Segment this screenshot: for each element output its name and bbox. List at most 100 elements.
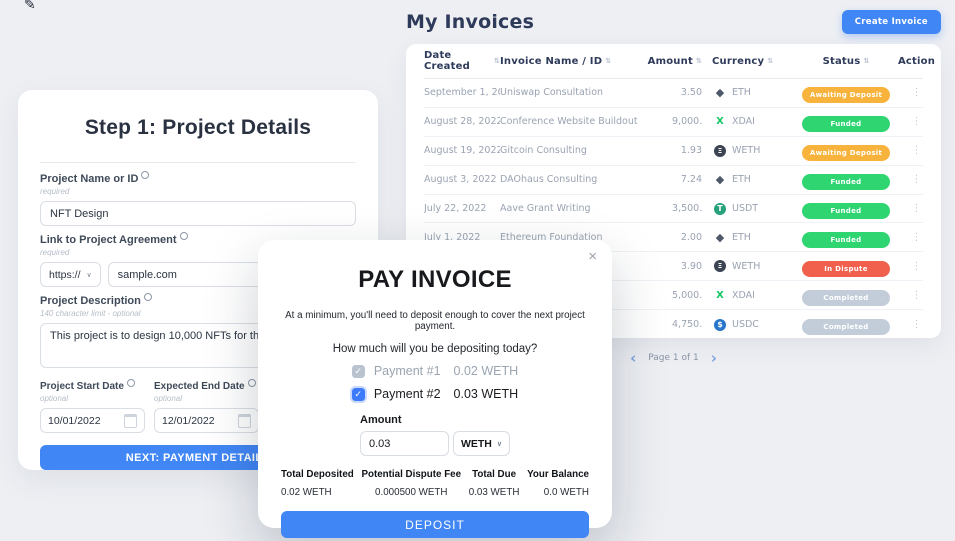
total-due-value: 0.03 WETH (468, 487, 520, 498)
column-header-status[interactable]: Status ⇅ (822, 55, 870, 67)
currency-label: ETH (732, 174, 751, 186)
currency-icon (714, 318, 726, 331)
info-icon (126, 379, 135, 387)
start-date-input[interactable]: 10/01/2022 (40, 408, 145, 433)
invoice-amount: 5,000.00 (672, 289, 702, 301)
column-header-currency[interactable]: Currency ⇅ (712, 55, 774, 67)
invoice-name: Uniswap Consultation (500, 87, 604, 99)
amount-label: Amount (360, 414, 402, 426)
currency-icon (714, 289, 726, 301)
sort-icon[interactable]: ⇅ (695, 57, 702, 65)
deposit-button[interactable]: DEPOSIT (281, 511, 589, 538)
currency-label: USDC (732, 319, 759, 331)
third-date-input[interactable]: 12/01/2022 (154, 408, 259, 433)
create-invoice-button[interactable]: Create Invoice (841, 10, 941, 34)
logo-mark-icon: ✎ (24, 0, 36, 12)
total-deposited-label: Total Deposited (281, 469, 354, 480)
page-title: My Invoices (406, 11, 535, 33)
dispute-fee-label: Potential Dispute Fee (361, 469, 462, 480)
prev-page-icon[interactable]: ‹ (630, 349, 637, 367)
invoice-name: Ethereum Foundation (500, 231, 603, 243)
table-row[interactable]: August 28, 2022 Conference Website Build… (424, 108, 923, 137)
project-link-required: required (40, 248, 70, 257)
invoice-amount: 1.93 (680, 145, 702, 157)
currency-icon (714, 231, 726, 243)
column-header-date[interactable]: Date Created ⇅ (424, 50, 500, 72)
status-badge: Funded (802, 116, 890, 133)
currency-select[interactable]: WETH ∨ (452, 431, 510, 456)
next-page-icon[interactable]: › (710, 349, 717, 367)
project-link-label: Link to Project Agreement (40, 232, 356, 246)
payment-1-label: Payment #1 (373, 364, 441, 378)
chevron-down-icon: ∨ (496, 440, 502, 448)
column-header-name[interactable]: Invoice Name / ID ⇅ (500, 55, 612, 67)
status-badge: Completed (802, 289, 890, 306)
invoice-name: DAOhaus Consulting (500, 174, 598, 186)
sort-icon[interactable]: ⇅ (863, 57, 870, 65)
payment-2-label: Payment #2 (373, 387, 441, 401)
info-icon (143, 293, 152, 301)
protocol-select[interactable]: https://∨ (40, 262, 101, 287)
table-row[interactable]: August 3, 2022 DAOhaus Consulting 7.24 E… (424, 166, 923, 195)
page-indicator: Page 1 of 1 (648, 353, 699, 363)
row-actions-menu-icon[interactable]: ⋮ (911, 203, 922, 214)
close-icon[interactable]: × (588, 248, 597, 265)
currency-icon (714, 116, 726, 128)
end-date-optional: optional (154, 394, 183, 403)
end-date-label: Expected End Date (154, 379, 259, 392)
currency-label: XDAI (732, 289, 755, 301)
invoice-date: July 22, 2022 (424, 203, 487, 214)
invoice-amount: 3,500.00 (672, 203, 702, 214)
currency-icon (714, 260, 726, 273)
currency-icon (714, 144, 726, 157)
invoice-amount: 3.50 (680, 87, 702, 99)
your-balance-label: Your Balance (527, 469, 589, 480)
total-deposited-value: 0.02 WETH (281, 487, 332, 498)
amount-input[interactable] (360, 431, 449, 456)
invoice-amount: 2.00 (680, 231, 702, 243)
invoice-date: August 28, 2022 (424, 116, 500, 128)
currency-label: ETH (732, 231, 751, 243)
table-row[interactable]: 3.90 WETH In Dispute ⋮ (424, 252, 923, 282)
payment-1-checkbox: ✓ (351, 364, 365, 378)
row-actions-menu-icon[interactable]: ⋮ (911, 260, 922, 272)
invoice-date: August 19, 2022 (424, 145, 500, 157)
payment-2-checkbox[interactable]: ✓ (351, 387, 365, 401)
form-title: Step 1: Project Details (84, 116, 312, 139)
payment-2-amount: 0.03 WETH (453, 387, 519, 401)
sort-icon[interactable]: ⇅ (767, 57, 774, 65)
invoice-date: September 1, 2022 (424, 87, 500, 99)
currency-icon (714, 174, 726, 186)
row-actions-menu-icon[interactable]: ⋮ (911, 174, 922, 186)
payment-1-amount: 0.02 WETH (453, 364, 519, 378)
row-actions-menu-icon[interactable]: ⋮ (911, 87, 922, 99)
payment-row-2[interactable]: ✓ Payment #2 0.03 WETH (281, 387, 589, 401)
table-row[interactable]: September 1, 2022 Uniswap Consultation 3… (424, 79, 923, 108)
table-row[interactable]: August 19, 2022 Gitcoin Consulting 1.93 … (424, 137, 923, 166)
row-actions-menu-icon[interactable]: ⋮ (911, 319, 922, 331)
modal-title: PAY INVOICE (358, 266, 512, 293)
currency-label: ETH (732, 87, 751, 99)
sort-icon[interactable]: ⇅ (605, 57, 612, 65)
table-row[interactable]: 5,000.00 XDAI Completed ⋮ (424, 281, 923, 311)
sort-icon[interactable]: ⇅ (493, 57, 500, 65)
deposit-stats: Total Deposited 0.02 WETH Potential Disp… (281, 469, 589, 498)
project-name-input[interactable] (40, 201, 356, 226)
modal-question: How much will you be depositing today? (332, 343, 538, 355)
row-actions-menu-icon[interactable]: ⋮ (911, 145, 922, 157)
row-actions-menu-icon[interactable]: ⋮ (911, 231, 922, 243)
status-badge: Funded (802, 231, 890, 248)
row-actions-menu-icon[interactable]: ⋮ (911, 116, 922, 128)
project-description-limit: 140 character limit - optional (40, 309, 141, 318)
project-name-required: required (40, 187, 70, 196)
status-badge: Completed (802, 319, 890, 336)
table-row[interactable]: 4,750.00 USDC Completed ⋮ (424, 310, 923, 338)
table-row[interactable]: July 22, 2022 Aave Grant Writing 3,500.0… (424, 195, 923, 224)
column-header-amount[interactable]: Amount ⇅ (647, 55, 702, 67)
currency-label: USDT (732, 203, 759, 214)
table-row[interactable]: July 1, 2022 Ethereum Foundation 2.00 ET… (424, 223, 923, 253)
divider (40, 162, 356, 163)
row-actions-menu-icon[interactable]: ⋮ (911, 289, 922, 301)
column-header-action: Action (897, 55, 936, 67)
calendar-icon (238, 413, 251, 428)
